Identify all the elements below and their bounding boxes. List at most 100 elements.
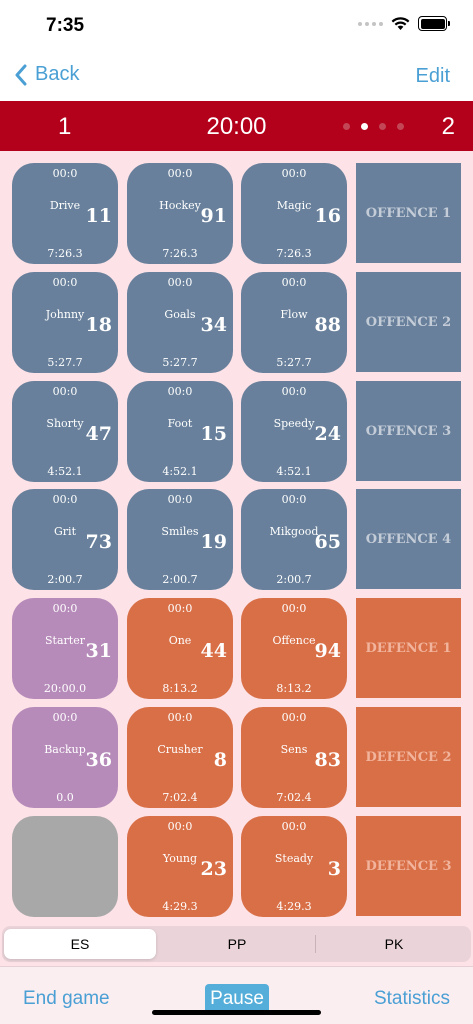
ice-time: 4:29.3 (162, 900, 198, 913)
ice-time: 4:52.1 (276, 465, 312, 478)
ice-time: 7:02.4 (276, 791, 312, 804)
line-label-button[interactable]: DEFENCE 3 (356, 816, 461, 916)
shift-time: 00:0 (52, 276, 78, 289)
line-label-button[interactable]: DEFENCE 1 (356, 598, 461, 698)
ice-time: 5:27.7 (276, 356, 312, 369)
chevron-left-icon (15, 64, 27, 85)
edit-button[interactable]: Edit (415, 65, 450, 87)
ice-time: 4:52.1 (162, 465, 198, 478)
shift-time: 00:0 (52, 602, 78, 615)
segment-pk[interactable]: PK (384, 936, 404, 952)
player-tile[interactable]: 00:0 Drive 11 7:26.3 (12, 163, 118, 264)
back-button[interactable]: Back (14, 63, 79, 86)
shift-time: 00:0 (281, 385, 307, 398)
ice-time: 20:00.0 (43, 682, 87, 695)
player-name: Backup (44, 743, 86, 756)
player-tile[interactable]: 00:0 Young 23 4:29.3 (127, 816, 233, 917)
ice-time: 2:00.7 (162, 573, 198, 586)
shift-time: 00:0 (167, 167, 193, 180)
player-name: Drive (49, 199, 81, 212)
empty-slot-tile[interactable] (12, 816, 118, 917)
shift-time: 00:0 (167, 711, 193, 724)
back-label: Back (35, 63, 80, 85)
shift-time: 00:0 (52, 711, 78, 724)
player-number: 73 (85, 531, 112, 553)
score-left: 1 (58, 113, 72, 140)
shift-time: 00:0 (52, 493, 78, 506)
shift-time: 00:0 (167, 602, 193, 615)
player-number: 65 (314, 531, 341, 553)
shift-time: 00:0 (167, 276, 193, 289)
player-number: 36 (85, 749, 112, 771)
ice-time: 7:26.3 (162, 247, 198, 260)
ice-time: 8:13.2 (162, 682, 198, 695)
line-label-button[interactable]: OFFENCE 4 (356, 489, 461, 589)
player-name: Smiles (161, 525, 199, 538)
shift-time: 00:0 (167, 820, 193, 833)
ice-time: 8:13.2 (276, 682, 312, 695)
player-tile[interactable]: 00:0 Johnny 18 5:27.7 (12, 272, 118, 373)
game-clock[interactable]: 20:00 (206, 113, 267, 140)
shift-time: 00:0 (167, 385, 193, 398)
line-label-button[interactable]: DEFENCE 2 (356, 707, 461, 807)
pause-button[interactable]: Pause (205, 984, 269, 1014)
player-tile[interactable]: 00:0 Steady 3 4:29.3 (241, 816, 347, 917)
page-indicator[interactable] (343, 123, 404, 130)
strength-segmented-control: ES PP PK (2, 926, 471, 962)
segment-divider (315, 935, 316, 953)
player-tile[interactable]: 00:0 Flow 88 5:27.7 (241, 272, 347, 373)
player-name: Foot (167, 417, 193, 430)
ice-time: 5:27.7 (47, 356, 83, 369)
player-tile[interactable]: 00:0 Sens 83 7:02.4 (241, 707, 347, 808)
player-tile[interactable]: 00:0 Magic 16 7:26.3 (241, 163, 347, 264)
shift-time: 00:0 (281, 493, 307, 506)
line-label-button[interactable]: OFFENCE 1 (356, 163, 461, 263)
player-name: Crusher (157, 743, 203, 756)
ice-time: 4:29.3 (276, 900, 312, 913)
player-tile[interactable]: 00:0 Foot 15 4:52.1 (127, 381, 233, 482)
shift-time: 00:0 (281, 602, 307, 615)
battery-icon (418, 16, 450, 31)
bottom-toolbar: End game Pause Statistics (0, 966, 473, 1024)
goalie-tile[interactable]: 00:0 Starter 31 20:00.0 (12, 598, 118, 699)
player-name: One (168, 634, 192, 647)
page-dot (343, 123, 350, 130)
page-dot (397, 123, 404, 130)
statistics-button[interactable]: Statistics (373, 988, 450, 1009)
player-tile[interactable]: 00:0 Mikgood 65 2:00.7 (241, 489, 347, 590)
player-tile[interactable]: 00:0 One 44 8:13.2 (127, 598, 233, 699)
player-tile[interactable]: 00:0 Smiles 19 2:00.7 (127, 489, 233, 590)
lines-board: 00:0 Drive 11 7:26.3 00:0 Hockey 91 7:26… (0, 151, 473, 966)
ice-time: 4:52.1 (47, 465, 83, 478)
player-tile[interactable]: 00:0 Offence 94 8:13.2 (241, 598, 347, 699)
segment-pp[interactable]: PP (227, 936, 247, 952)
shift-time: 00:0 (52, 167, 78, 180)
line-label-button[interactable]: OFFENCE 3 (356, 381, 461, 481)
ice-time: 2:00.7 (276, 573, 312, 586)
status-time: 7:35 (46, 15, 85, 36)
page-dot (379, 123, 386, 130)
score-right: 2 (441, 113, 455, 140)
player-tile[interactable]: 00:0 Crusher 8 7:02.4 (127, 707, 233, 808)
player-tile[interactable]: 00:0 Goals 34 5:27.7 (127, 272, 233, 373)
shift-time: 00:0 (281, 820, 307, 833)
player-number: 44 (200, 640, 227, 662)
shift-time: 00:0 (167, 493, 193, 506)
line-label-button[interactable]: OFFENCE 2 (356, 272, 461, 372)
player-number: 23 (200, 858, 227, 880)
goalie-tile[interactable]: 00:0 Backup 36 0.0 (12, 707, 118, 808)
player-name: Steady (274, 852, 314, 865)
player-tile[interactable]: 00:0 Speedy 24 4:52.1 (241, 381, 347, 482)
ice-time: 7:26.3 (276, 247, 312, 260)
player-tile[interactable]: 00:0 Grit 73 2:00.7 (12, 489, 118, 590)
player-number: 94 (314, 640, 341, 662)
segment-es[interactable]: ES (4, 929, 156, 959)
signal-icon (358, 21, 383, 26)
player-tile[interactable]: 00:0 Shorty 47 4:52.1 (12, 381, 118, 482)
player-name: Offence (272, 634, 316, 647)
wifi-icon (391, 16, 410, 30)
player-tile[interactable]: 00:0 Hockey 91 7:26.3 (127, 163, 233, 264)
player-number: 15 (200, 423, 227, 445)
end-game-button[interactable]: End game (23, 988, 110, 1009)
player-name: Speedy (273, 417, 315, 430)
